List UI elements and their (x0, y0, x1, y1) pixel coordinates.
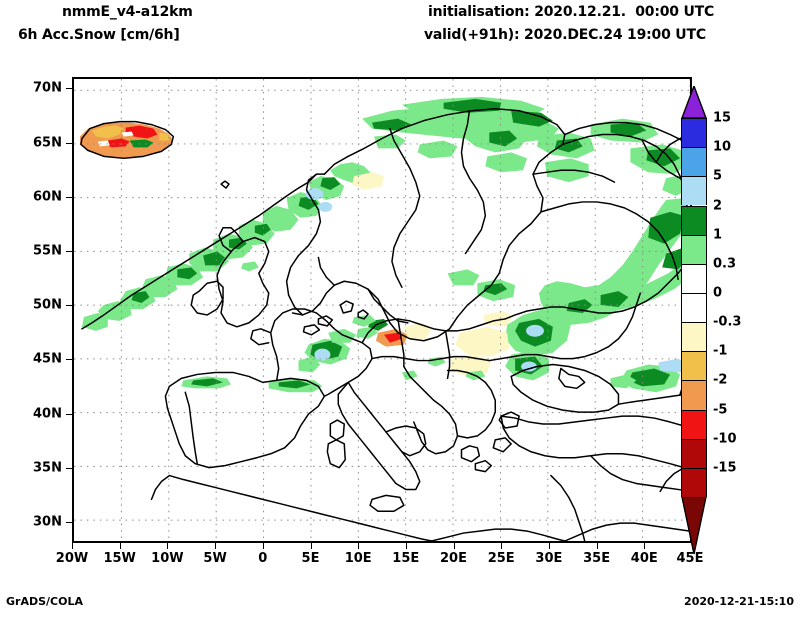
x-tick (405, 543, 407, 549)
x-tick (596, 543, 598, 549)
x-axis-label: 40E (630, 551, 658, 566)
colorbar-tick-label: -10 (713, 431, 737, 447)
colorbar-divider (681, 205, 707, 207)
y-tick (66, 196, 72, 198)
colorbar: 15 10 5 2 1 0.3 0 -0.3 -1 -2 -5 -10 -15 (681, 86, 741, 555)
y-tick (66, 250, 72, 252)
y-tick (66, 467, 72, 469)
x-axis-label: 35E (583, 551, 611, 566)
y-axis-label: 35N (33, 460, 62, 476)
colorbar-divider (681, 176, 707, 178)
x-axis-label: 45E (676, 551, 704, 566)
colorbar-band-1-2 (681, 205, 707, 235)
colorbar-band-10-15 (681, 118, 707, 148)
y-axis-label: 30N (33, 514, 62, 530)
x-tick (644, 543, 646, 549)
x-axis-label: 15E (392, 551, 420, 566)
colorbar-divider (681, 118, 707, 119)
header-valid-time: valid(+91h): 2020.DEC.24 19:00 UTC (424, 27, 706, 43)
colorbar-divider (681, 234, 707, 236)
x-tick (310, 543, 312, 549)
y-axis-label: 60N (33, 189, 62, 205)
colorbar-tick-label: -2 (713, 372, 728, 388)
colorbar-tick-label: -1 (713, 343, 728, 359)
x-axis-label: 20W (55, 551, 89, 566)
x-axis-label: 25E (487, 551, 515, 566)
colorbar-band-neg1-neg03 (681, 322, 707, 352)
x-axis-label: 10E (344, 551, 372, 566)
colorbar-divider (681, 322, 707, 324)
colorbar-band-neg2-neg1 (681, 351, 707, 381)
y-axis-label: 40N (33, 406, 62, 421)
colorbar-tick-label: -15 (713, 460, 737, 476)
colorbar-tick-label: 5 (713, 168, 723, 184)
x-axis-label: 5E (301, 551, 320, 566)
footer-timestamp: 2020-12-21-15:10 (684, 595, 794, 608)
colorbar-band-2-5 (681, 176, 707, 206)
x-axis-label: 0 (258, 551, 268, 566)
map-canvas (74, 79, 690, 541)
x-tick (501, 543, 503, 549)
x-axis-label: 5W (203, 551, 227, 566)
x-tick (72, 543, 73, 549)
colorbar-divider (681, 380, 707, 382)
y-tick (66, 413, 72, 415)
colorbar-tick-label: 10 (713, 139, 732, 155)
map-plot-area (72, 77, 692, 543)
y-tick (66, 142, 72, 144)
y-tick (66, 88, 72, 90)
x-axis-label: 10W (151, 551, 184, 566)
x-tick (358, 543, 360, 549)
colorbar-divider (681, 263, 707, 265)
colorbar-tick-label: 0 (713, 285, 723, 301)
x-tick (167, 543, 169, 549)
y-tick (66, 305, 72, 307)
x-axis-label: 15W (103, 551, 136, 566)
y-axis-label: 70N (33, 80, 62, 96)
y-axis-label: 55N (33, 243, 62, 259)
y-axis-label: 65N (33, 135, 62, 150)
colorbar-band-neg5-neg2 (681, 380, 707, 410)
colorbar-tick-label: -0.3 (713, 314, 742, 330)
x-tick (548, 543, 550, 549)
colorbar-divider (681, 409, 707, 411)
colorbar-tick-label: 1 (713, 227, 723, 243)
colorbar-divider (681, 293, 707, 294)
colorbar-divider (681, 351, 707, 353)
y-axis-label: 50N (33, 297, 62, 313)
y-axis-label: 45N (33, 351, 62, 367)
x-tick (453, 543, 455, 549)
map-coastlines (80, 107, 690, 541)
footer-credit: GrADS/COLA (6, 595, 83, 608)
header-model-name: nmmE_v4-a12km (62, 4, 193, 20)
colorbar-tick-label: -5 (713, 402, 728, 418)
colorbar-bottom-arrow (681, 497, 707, 555)
header-initialisation: initialisation: 2020.12.21. 00:00 UTC (428, 4, 715, 20)
x-tick (215, 543, 217, 549)
y-tick (66, 521, 72, 523)
colorbar-band-neg10-neg5 (681, 409, 707, 439)
colorbar-band-neg03-0 (681, 293, 707, 323)
x-tick (119, 543, 121, 549)
colorbar-tick-label: 2 (713, 198, 723, 213)
x-axis-label: 20E (440, 551, 467, 566)
colorbar-divider (681, 147, 707, 149)
colorbar-band-0-03 (681, 263, 707, 293)
x-tick (262, 543, 264, 549)
colorbar-band-neg15-neg10 (681, 438, 707, 468)
colorbar-band-neg15-lower (681, 467, 707, 497)
colorbar-divider (681, 467, 707, 469)
colorbar-band-03-1 (681, 234, 707, 264)
colorbar-tick-label: 15 (713, 110, 732, 126)
colorbar-tick-label: 0.3 (713, 256, 737, 272)
x-axis-label: 30E (535, 551, 563, 566)
colorbar-divider (681, 438, 707, 440)
header-field-name: 6h Acc.Snow [cm/6h] (18, 27, 180, 43)
colorbar-band-5-10 (681, 147, 707, 177)
colorbar-top-arrow (681, 86, 707, 119)
y-tick (66, 359, 72, 361)
